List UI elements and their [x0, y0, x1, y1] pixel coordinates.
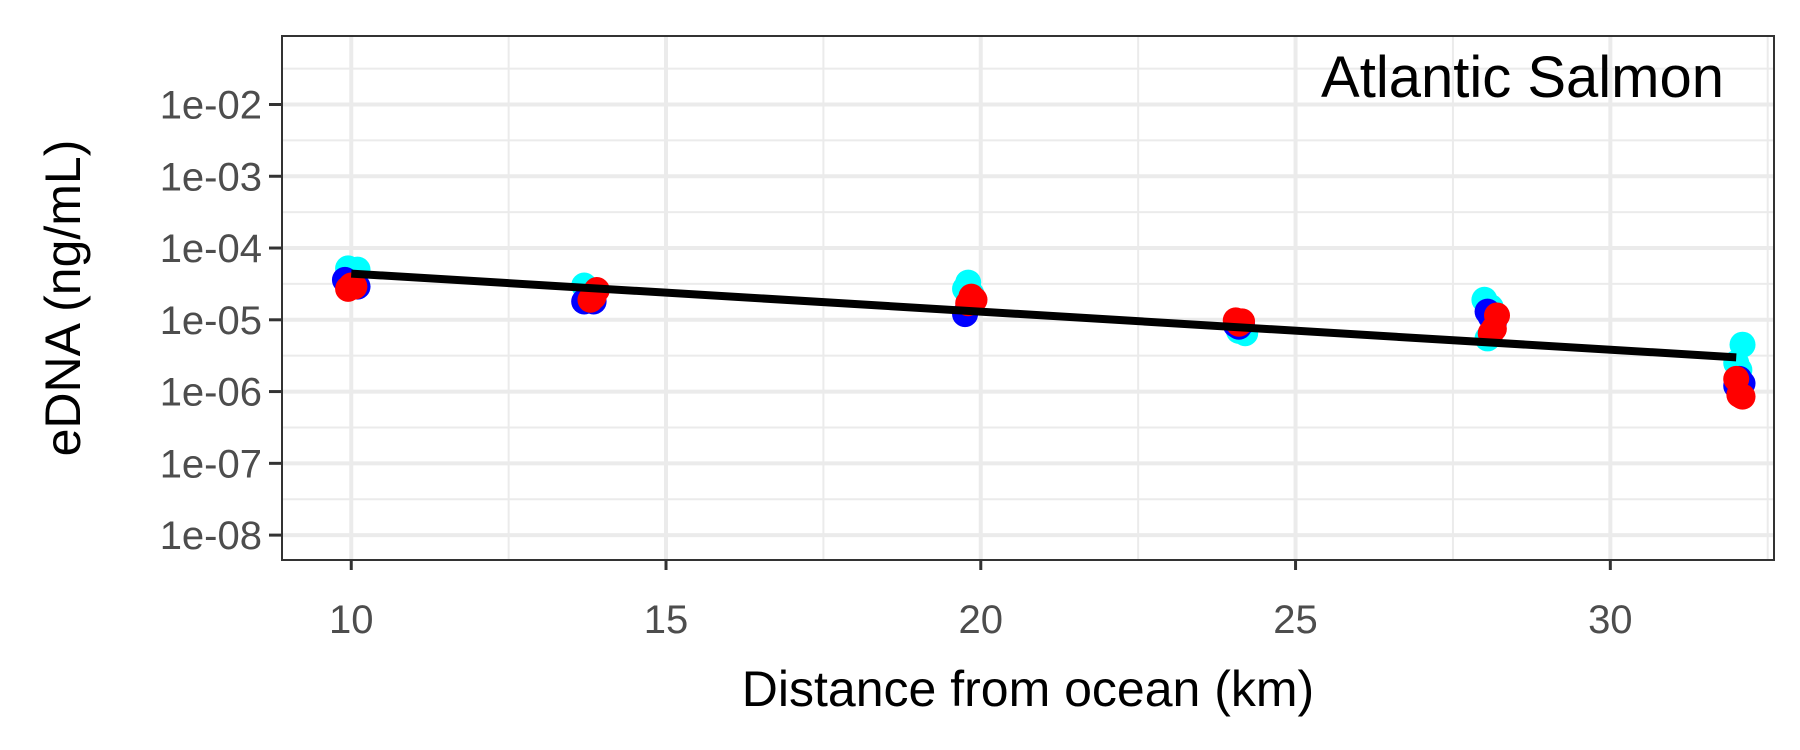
x-tick-label: 25	[1273, 598, 1318, 642]
y-tick-label: 1e-05	[160, 299, 262, 343]
y-tick-label: 1e-02	[160, 83, 262, 127]
y-axis: 1e-08 1e-07 1e-06 1e-05 1e-04 1e-03 1e-02	[160, 83, 282, 558]
y-axis-title: eDNA (ng/mL)	[35, 140, 91, 457]
fit-line	[351, 269, 1737, 362]
x-axis: 10 15 20 25 30	[329, 560, 1633, 642]
y-tick-label: 1e-03	[160, 155, 262, 199]
y-tick-label: 1e-07	[160, 442, 262, 486]
x-axis-title: Distance from ocean (km)	[742, 661, 1314, 717]
chart-annotation: Atlantic Salmon	[1321, 45, 1724, 110]
data-point-series-3	[577, 286, 604, 313]
x-tick-label: 30	[1588, 598, 1633, 642]
fit-line-layer	[351, 269, 1737, 362]
plot-panel	[282, 36, 1774, 560]
x-tick-label: 20	[959, 598, 1004, 642]
data-point-series-3	[1729, 383, 1756, 410]
y-tick-label: 1e-06	[160, 371, 262, 415]
plot-panel-border	[281, 35, 1775, 561]
data-point-series-3	[1480, 315, 1507, 342]
y-tick-label: 1e-04	[160, 227, 262, 271]
data-point-series-3	[341, 273, 368, 300]
y-tick-label: 1e-08	[160, 514, 262, 558]
x-tick-label: 10	[329, 598, 374, 642]
x-tick-label: 15	[644, 598, 689, 642]
